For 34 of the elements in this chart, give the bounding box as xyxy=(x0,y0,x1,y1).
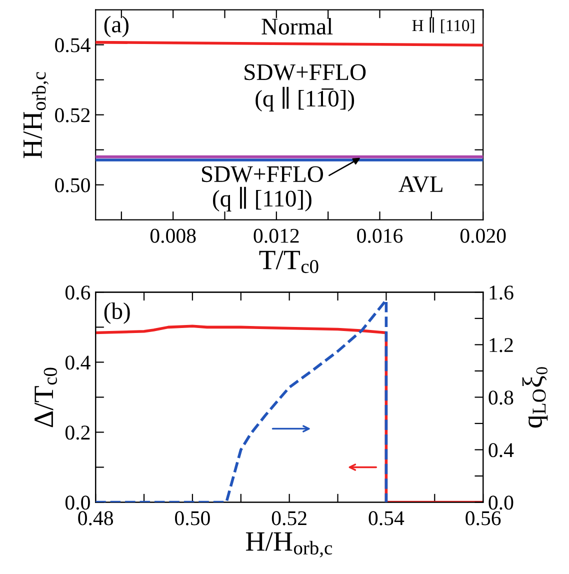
y-tick-label: 0.54 xyxy=(55,38,90,52)
y2-tick-label: 1.2 xyxy=(490,338,513,352)
x-tick-label: 0.008 xyxy=(150,228,196,243)
y-tick-label: 0.0 xyxy=(65,496,90,510)
x-tick-label: 0.56 xyxy=(466,511,501,526)
x-tick-label: 0.50 xyxy=(175,511,210,526)
x-tick-label: 0.016 xyxy=(357,228,403,243)
y2-tick-label: 0.4 xyxy=(488,443,514,458)
x-axis-title: H/H$_{orb,c}$ xyxy=(246,532,332,558)
x-axis-title: T/T$_{c0}$ xyxy=(259,250,318,274)
y2-tick-label: 1.6 xyxy=(490,286,514,300)
x-tick-label: 0.54 xyxy=(368,511,404,526)
line-series xyxy=(96,298,388,502)
y-axis-title: Δ/T$_{c0}$ xyxy=(34,368,57,428)
y-axis-title: H/H$_{orb,c}$ xyxy=(23,72,49,158)
annotation: AVL xyxy=(398,176,442,192)
y-tick-label: 0.6 xyxy=(65,286,90,300)
x-tick-label: 0.020 xyxy=(460,228,506,243)
x-tick-label: 0.012 xyxy=(254,228,299,243)
y2-axis-title: q$_{LO}$ξ₀ xyxy=(522,367,548,428)
y2-tick-label: 0.0 xyxy=(488,496,514,510)
annotation: SDW+FFLO (q ∥ [11̅0]) xyxy=(244,64,366,112)
y-tick-label: 0.52 xyxy=(55,108,90,122)
y-tick-label: 0.4 xyxy=(65,356,90,370)
annotation: (b) xyxy=(104,302,130,324)
annotation: SDW+FFLO (q ∥ [110]) xyxy=(202,166,324,212)
x-tick-label: 0.48 xyxy=(78,511,114,526)
annotation: Normal xyxy=(262,18,333,35)
y-tick-label: 0.2 xyxy=(65,426,90,440)
y-tick-label: 0.50 xyxy=(55,178,90,192)
x-tick-label: 0.52 xyxy=(272,511,306,526)
annotation: (a) xyxy=(104,16,129,38)
y2-tick-label: 0.8 xyxy=(488,390,514,405)
annotation: H ∥ [110] xyxy=(412,17,474,34)
